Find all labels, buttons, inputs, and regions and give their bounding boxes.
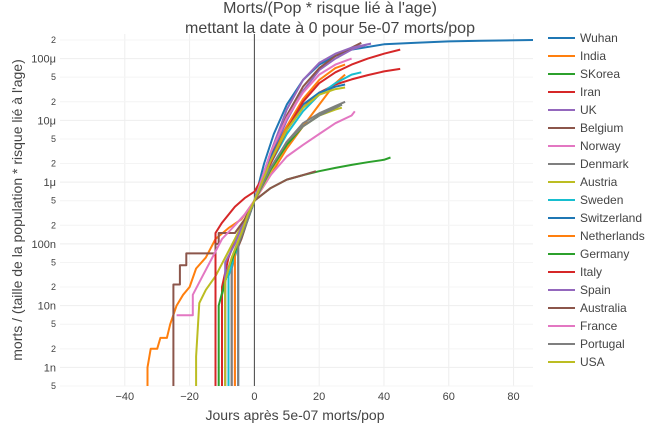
legend-label-usa: USA [580,355,605,369]
x-axis: −40 −20 0 20 40 60 80 [115,391,519,403]
legend-item-skorea[interactable]: SKorea [548,67,620,81]
x-axis-title: Jours après 5e-07 morts/pop [206,407,385,423]
legend-item-wuhan[interactable]: Wuhan [548,31,618,45]
series-line-australia [172,170,317,386]
legend-label-netherlands: Netherlands [580,229,645,243]
legend-label-india: India [580,49,606,63]
legend-label-portugal: Portugal [580,337,625,351]
legend-item-austria[interactable]: Austria [548,175,618,189]
x-tick-label-2: 0 [251,391,257,403]
legend-label-uk: UK [580,103,597,117]
legend-label-spain: Spain [580,283,611,297]
series-line-portugal [237,103,343,386]
y-axis: 1n 10n 100n 1μ 10μ 100μ 5 2 5 2 5 2 5 2 5 2 5 2 [31,35,56,391]
y-minor-tick-label-8: 5 [51,134,56,144]
series-line-skorea [221,156,391,386]
y-tick-label-4: 10μ [37,115,56,127]
y-tick-label-5: 100μ [31,54,56,66]
x-tick-label-3: 20 [313,391,325,403]
y-tick-label-0: 1n [44,362,56,374]
y-tick-label-1: 10n [38,301,56,313]
x-tick-label-5: 60 [443,391,455,403]
x-tick-label-1: −20 [180,391,199,403]
y-minor-tick-label-10: 5 [51,72,56,82]
y-minor-tick-label-7: 2 [51,159,56,169]
series-line-norway [233,110,356,386]
legend-label-wuhan: Wuhan [580,31,618,45]
y-minor-tick-label-6: 5 [51,196,56,206]
legend-label-iran: Iran [580,85,601,99]
legend-item-uk[interactable]: UK [548,103,597,117]
legend-item-france[interactable]: France [548,319,618,333]
legend[interactable]: Wuhan India SKorea Iran UK Belgium Norway Denma… [548,31,645,369]
y-minor-tick-label-1: 2 [51,344,56,354]
legend-label-sweden: Sweden [580,193,623,207]
legend-item-sweden[interactable]: Sweden [548,193,623,207]
legend-label-italy: Italy [580,265,602,279]
series-line-belgium [230,41,362,386]
series-line-spain [224,42,372,386]
legend-item-india[interactable]: India [548,49,606,63]
y-minor-tick-label-4: 5 [51,257,56,267]
legend-label-france: France [580,319,618,333]
legend-item-australia[interactable]: Australia [548,301,627,315]
series-line-usa [224,86,346,386]
y-minor-tick-label-2: 5 [51,319,56,329]
y-axis-title: morts / (taille de la population * risqu… [9,59,25,361]
legend-item-belgium[interactable]: Belgium [548,121,623,135]
y-tick-label-2: 100n [32,239,56,251]
series-line-wuhan [243,39,534,226]
legend-item-portugal[interactable]: Portugal [548,337,625,351]
legend-label-norway: Norway [580,139,621,153]
plot-area [146,39,534,386]
y-tick-label-3: 1μ [44,177,56,189]
legend-label-austria: Austria [580,175,618,189]
legend-label-denmark: Denmark [580,157,630,171]
legend-item-denmark[interactable]: Denmark [548,157,630,171]
y-minor-tick-label-11: 2 [51,35,56,45]
x-tick-label-0: −40 [115,391,134,403]
legend-label-switzerland: Switzerland [580,211,642,225]
legend-label-skorea: SKorea [580,67,620,81]
series-line-india [146,73,346,386]
y-minor-tick-label-5: 2 [51,220,56,230]
chart-title: Morts/(Pop * risque lié à l'age) [223,0,437,17]
legend-item-spain[interactable]: Spain [548,283,611,297]
grid [60,34,533,387]
legend-label-australia: Australia [580,301,627,315]
legend-item-netherlands[interactable]: Netherlands [548,229,645,243]
legend-item-norway[interactable]: Norway [548,139,621,153]
y-minor-tick-label-3: 2 [51,282,56,292]
y-minor-tick-label-0: 5 [51,381,56,391]
legend-item-italy[interactable]: Italy [548,265,602,279]
x-tick-label-4: 40 [378,391,390,403]
series-line-france [176,57,352,317]
legend-item-usa[interactable]: USA [548,355,605,369]
legend-item-germany[interactable]: Germany [548,247,629,261]
legend-label-germany: Germany [580,247,629,261]
legend-item-iran[interactable]: Iran [548,85,601,99]
legend-item-switzerland[interactable]: Switzerland [548,211,642,225]
y-minor-tick-label-9: 2 [51,97,56,107]
x-tick-label-6: 80 [507,391,519,403]
legend-label-belgium: Belgium [580,121,623,135]
chart-subtitle: mettant la date à 0 pour 5e-07 morts/pop [185,20,475,37]
